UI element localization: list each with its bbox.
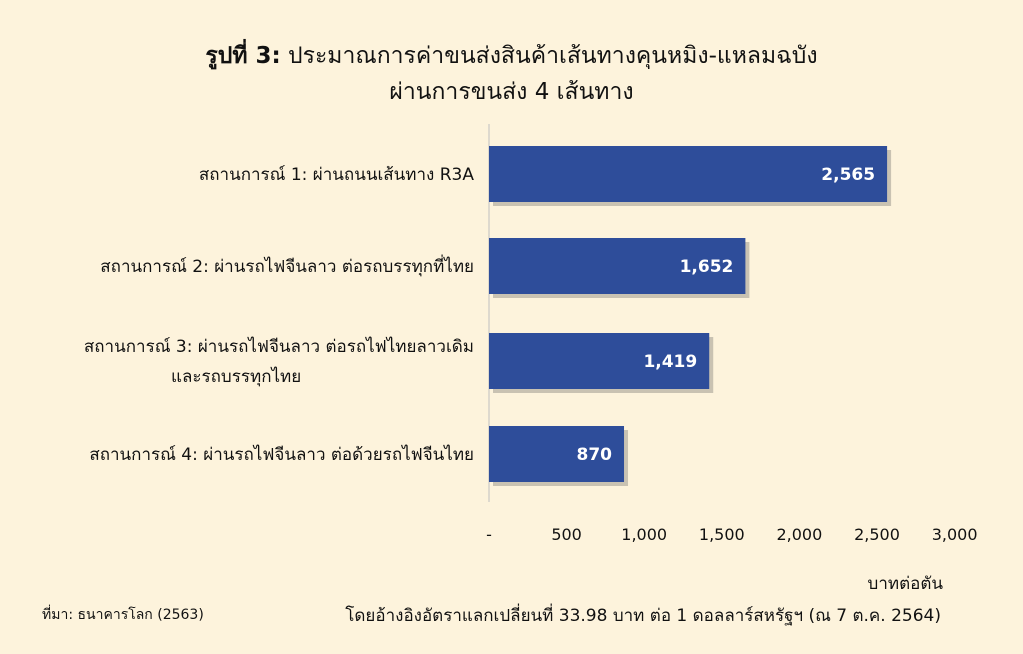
x-tick-label: 1,500 — [699, 525, 745, 544]
chart-title-line2: ผ่านการขนส่ง 4 เส้นทาง — [389, 79, 634, 105]
x-tick-label: 2,500 — [854, 525, 900, 544]
x-tick-label: 3,000 — [932, 525, 978, 544]
x-tick-label: - — [486, 525, 492, 544]
category-label-3: สถานการณ์ 3: ผ่านรถไฟจีนลาว ต่อรถไฟไทยลา… — [84, 336, 474, 357]
category-label-4: สถานการณ์ 4: ผ่านรถไฟจีนลาว ต่อด้วยรถไฟจ… — [89, 444, 474, 465]
exchange-rate-note: โดยอ้างอิงอัตราแลกเปลี่ยนที่ 33.98 บาท ต… — [345, 606, 941, 626]
x-tick-label: 1,000 — [621, 525, 667, 544]
bar-value-label-4: 870 — [577, 445, 613, 465]
bar-2 — [489, 238, 746, 294]
chart-title: ประมาณการค่าขนส่งสินค้าเส้นทางคุนหมิง-แห… — [288, 43, 818, 69]
chart-title-line1: รูปที่ 3: ประมาณการค่าขนส่งสินค้าเส้นทาง… — [0, 40, 1023, 72]
bar-value-label-2: 1,652 — [680, 257, 734, 277]
x-axis-unit-label: บาทต่อตัน — [867, 574, 943, 594]
category-label-3: และรถบรรทุกไทย — [171, 366, 301, 387]
source-note: ที่มา: ธนาคารโลก (2563) — [42, 607, 204, 623]
chart-frame — [6, 6, 1015, 646]
bar-value-label-3: 1,419 — [643, 352, 697, 372]
figure-number: รูปที่ 3: — [205, 43, 281, 69]
category-label-2: สถานการณ์ 2: ผ่านรถไฟจีนลาว ต่อรถบรรทุกท… — [100, 254, 474, 277]
bar-value-label-1: 2,565 — [821, 165, 875, 185]
x-tick-label: 500 — [551, 525, 582, 544]
category-label-1: สถานการณ์ 1: ผ่านถนนเส้นทาง R3A — [199, 165, 474, 185]
bar-1 — [489, 146, 888, 202]
bar-4 — [489, 426, 625, 482]
bar-3 — [489, 333, 710, 389]
x-tick-label: 2,000 — [776, 525, 822, 544]
